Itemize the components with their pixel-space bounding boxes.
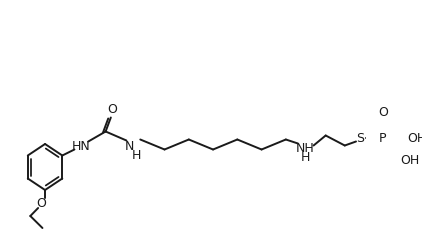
Text: S: S [356,131,364,144]
Text: P: P [379,131,387,144]
Text: H: H [301,150,311,163]
Text: O: O [378,106,388,119]
Text: HN: HN [72,139,91,152]
Text: N: N [125,139,135,152]
Text: O: O [37,197,46,210]
Text: OH: OH [407,131,422,144]
Text: H: H [131,148,141,161]
Text: NH: NH [295,141,314,154]
Text: O: O [108,103,117,116]
Text: OH: OH [400,153,419,166]
